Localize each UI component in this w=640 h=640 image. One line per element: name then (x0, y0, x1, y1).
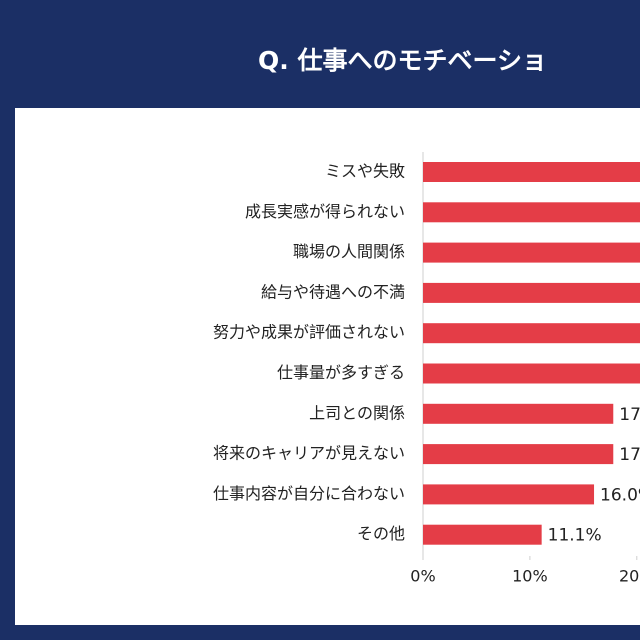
bar (423, 242, 640, 263)
bar (423, 323, 640, 344)
bar (423, 403, 614, 424)
y-tick-label: 仕事内容が自分に合わない (213, 484, 405, 503)
y-tick-label: 上司との関係 (309, 403, 405, 422)
bar (423, 363, 640, 384)
y-tick-label: 給与や待遇への不満 (261, 282, 405, 301)
bar (423, 162, 640, 182)
chart-title: Q. 仕事へのモチベーショ (258, 46, 547, 75)
y-tick-label: 将来のキャリアが見えない (213, 444, 405, 463)
value-label: 17.8% (619, 405, 640, 425)
y-tick-label: 努力や成果が評価されない (213, 323, 405, 342)
x-tick-label: 0% (410, 567, 435, 586)
y-tick-label: 職場の人間関係 (293, 242, 405, 261)
y-tick-label: 仕事量が多すぎる (277, 363, 405, 382)
y-tick-label: ミスや失敗 (325, 162, 405, 181)
bar (423, 282, 640, 303)
y-tick-label: 成長実感が得られない (245, 202, 405, 221)
bar (423, 444, 614, 465)
x-tick-label: 20% (619, 567, 640, 586)
value-label: 17.8% (619, 445, 640, 465)
bar (423, 524, 542, 545)
value-label: 11.1% (548, 526, 602, 546)
bar (423, 202, 640, 223)
bar (423, 484, 595, 505)
x-tick-label: 10% (512, 567, 548, 586)
y-tick-label: その他 (357, 524, 405, 543)
value-label: 16.0% (600, 485, 640, 505)
